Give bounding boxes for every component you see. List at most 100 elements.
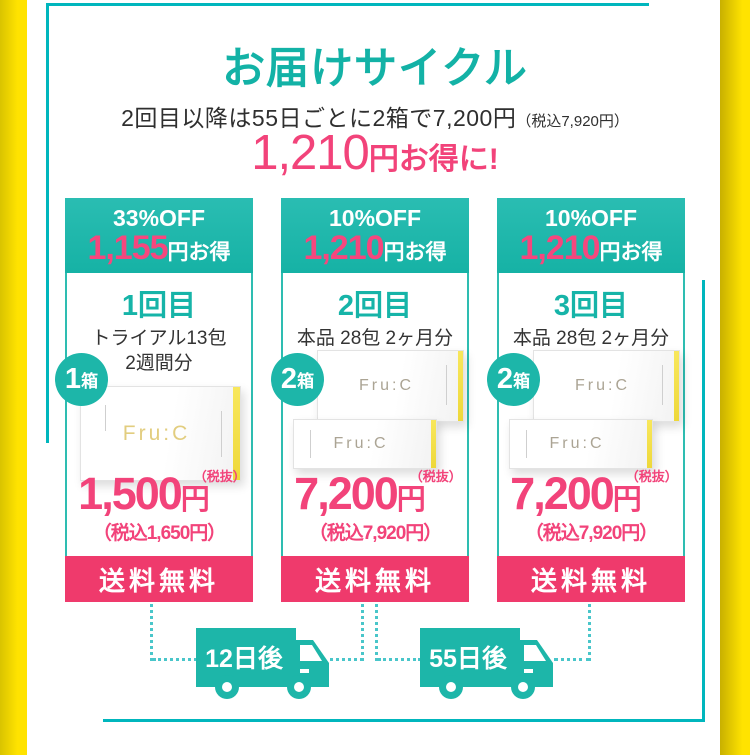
card-2-badge-number: 2 xyxy=(280,363,298,395)
card-1-badge-unit: 箱 xyxy=(81,372,99,391)
product-box-spine xyxy=(647,420,652,468)
cycle-subtitle: 2回目以降は55日ごとに2箱で7,200円（税込7,920円） xyxy=(0,99,750,133)
delivery-truck-icon-2: 55日後 xyxy=(418,617,555,701)
product-box-spine xyxy=(458,351,463,421)
savings-suffix: 円お得に! xyxy=(368,143,499,176)
card-2-price: 7,200円 （税抜） （税込7,920円） xyxy=(283,468,467,545)
product-logo: Fru:C xyxy=(359,377,414,394)
card-3-header: 10%OFF 1,210円お得 xyxy=(497,198,685,273)
card-3-free-shipping-banner: 送料無料 xyxy=(497,556,685,602)
product-logo: Fru:C xyxy=(122,421,191,445)
left-yellow-border xyxy=(0,0,27,755)
card-2-price-line: 7,200円 （税抜） xyxy=(294,468,462,519)
section-title: お届けサイクル xyxy=(222,45,528,93)
card-3-badge-unit: 箱 xyxy=(513,372,531,391)
card-1-tax-excluded-note: （税抜） xyxy=(193,469,246,484)
card-1-save-amount: 1,155 xyxy=(87,229,168,268)
card-2-tax-excluded-note: （税抜） xyxy=(409,469,462,484)
delivery-card-2: 10%OFF 1,210円お得 2回目 本品 28包 2ヶ月分 Fru:C Fr… xyxy=(271,198,469,602)
card-3-round-label: 3回目 xyxy=(553,290,629,322)
card-1-desc-line2: 2週間分 xyxy=(125,352,193,374)
card-1-price-amount: 1,500 xyxy=(78,468,183,519)
card-1-badge-number: 1 xyxy=(64,363,82,395)
delivery-card-1: 33%OFF 1,155円お得 1回目 トライアル13包 2週間分 Fru:C … xyxy=(55,198,253,602)
card-1-description: トライアル13包 2週間分 xyxy=(67,327,251,376)
card-2-free-shipping-banner: 送料無料 xyxy=(281,556,469,602)
timeline-connector xyxy=(375,604,378,661)
timeline-connector xyxy=(378,658,421,661)
card-1-discount: 33%OFF xyxy=(112,205,206,231)
card-1-header: 33%OFF 1,155円お得 xyxy=(65,198,253,273)
card-3-tax-excluded-note: （税抜） xyxy=(625,469,678,484)
timeline-connector xyxy=(153,658,197,661)
card-2-save-amount: 1,210 xyxy=(303,229,384,268)
interval-2-label: 55日後 xyxy=(429,645,508,673)
product-box-image-back: Fru:C xyxy=(533,350,680,422)
savings-amount: 1,210 xyxy=(251,126,370,180)
product-box-spine xyxy=(674,351,679,421)
product-box-image-front: Fru:C xyxy=(509,419,653,469)
card-3-badge-number: 2 xyxy=(496,363,514,395)
savings-highlight: 1,210円お得に! xyxy=(0,125,750,181)
card-2-price-amount: 7,200 xyxy=(294,468,399,519)
card-2-description: 本品 28包 2ヶ月分 xyxy=(283,327,467,352)
frame-line-right xyxy=(702,280,705,722)
card-2-save-line: 1,210円お得 xyxy=(281,231,469,267)
card-3-price-unit: 円 xyxy=(612,484,642,516)
card-1-price-unit: 円 xyxy=(180,484,210,516)
card-3-price: 7,200円 （税抜） （税込7,920円） xyxy=(499,468,683,545)
timeline-connector xyxy=(554,658,590,661)
card-3-price-amount: 7,200 xyxy=(510,468,615,519)
card-1-price: 1,500円 （税抜） （税込1,650円） xyxy=(67,468,251,545)
card-2-round-label: 2回目 xyxy=(337,290,413,322)
delivery-truck-icon-1: 12日後 xyxy=(194,617,331,701)
card-3-tax-included-price: （税込7,920円） xyxy=(524,523,659,544)
card-2-tax-included-price: （税込7,920円） xyxy=(308,523,443,544)
card-2-badge-unit: 箱 xyxy=(297,372,315,391)
card-1-save-unit: 円お得 xyxy=(167,241,231,265)
product-logo: Fru:C xyxy=(575,377,630,394)
frame-line-top xyxy=(46,3,649,6)
product-box-image: Fru:C xyxy=(80,386,241,481)
frame-line-bottom xyxy=(103,719,705,722)
frame-line-left xyxy=(46,3,49,443)
card-1-price-line: 1,500円 （税抜） xyxy=(78,468,246,519)
card-1-desc-line1: トライアル13包 xyxy=(91,328,227,349)
product-box-print-mark xyxy=(105,405,106,431)
product-box-print-mark xyxy=(526,430,527,458)
product-logo: Fru:C xyxy=(549,435,605,452)
cycle-subtitle-text: 2回目以降は55日ごとに2箱で7,200円 xyxy=(121,105,517,131)
card-1-free-shipping-banner: 送料無料 xyxy=(65,556,253,602)
card-2-save-unit: 円お得 xyxy=(383,241,447,265)
card-2-price-unit: 円 xyxy=(396,484,426,516)
card-2-desc-line1: 本品 28包 2ヶ月分 xyxy=(296,328,454,349)
cycle-subtitle-tax-note: （税込7,920円） xyxy=(516,113,629,130)
card-3-save-line: 1,210円お得 xyxy=(497,231,685,267)
product-box-print-mark xyxy=(310,430,311,458)
interval-1-label: 12日後 xyxy=(205,645,284,673)
right-yellow-border xyxy=(720,0,750,755)
timeline-connector xyxy=(150,604,153,661)
delivery-card-3: 10%OFF 1,210円お得 3回目 本品 28包 2ヶ月分 Fru:C Fr… xyxy=(487,198,685,602)
product-box-print-mark xyxy=(662,365,663,405)
product-box-image-front: Fru:C xyxy=(293,419,437,469)
product-box-spine xyxy=(233,387,240,480)
timeline-connector xyxy=(330,658,363,661)
card-3-save-unit: 円お得 xyxy=(599,241,663,265)
card-1-tax-included-price: （税込1,650円） xyxy=(92,523,227,544)
card-3-discount: 10%OFF xyxy=(544,205,638,231)
product-logo: Fru:C xyxy=(333,435,389,452)
card-1-save-line: 1,155円お得 xyxy=(65,231,253,267)
card-2-header: 10%OFF 1,210円お得 xyxy=(281,198,469,273)
product-box-image-back: Fru:C xyxy=(317,350,464,422)
product-box-print-mark xyxy=(446,365,447,405)
card-3-desc-line1: 本品 28包 2ヶ月分 xyxy=(512,328,670,349)
product-box-spine xyxy=(431,420,436,468)
product-box-print-mark xyxy=(221,411,222,457)
timeline-connector xyxy=(361,604,364,661)
card-3-save-amount: 1,210 xyxy=(519,229,600,268)
